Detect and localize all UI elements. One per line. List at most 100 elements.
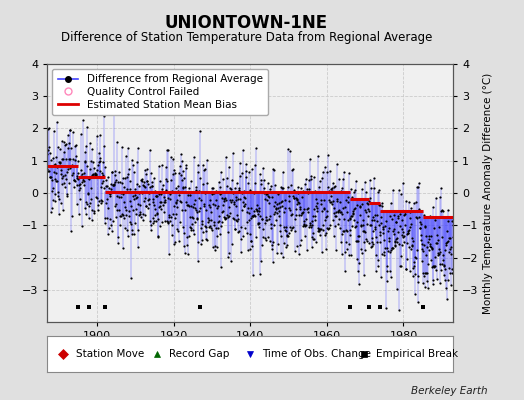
Point [81,159,90,165]
Point [176,163,184,169]
Point [142,171,150,177]
Point [414,278,423,285]
Point [46,150,54,156]
Point [409,238,417,244]
Point [395,187,403,193]
Point [165,214,173,220]
Point [423,260,432,267]
Point [430,225,439,231]
Point [224,254,232,260]
Point [329,180,337,186]
Point [54,193,62,199]
Point [355,280,363,287]
Point [224,229,232,235]
Point [251,180,259,186]
Point [162,176,170,182]
Point [161,218,169,224]
Point [143,166,151,172]
Point [425,247,433,253]
Point [92,172,100,178]
Point [183,242,191,248]
Point [68,162,77,169]
Point [232,216,240,223]
Point [300,206,309,212]
Point [343,228,351,234]
Point [137,175,146,182]
Point [56,146,64,152]
Point [422,269,431,276]
Point [71,152,80,159]
Point [428,262,436,269]
Point [427,257,435,263]
Point [298,210,307,216]
Point [215,184,224,190]
Point [446,235,454,241]
Point [255,204,264,211]
Point [177,150,185,157]
Point [371,212,379,219]
Point [279,169,287,175]
Point [80,170,88,176]
Point [337,188,345,194]
Point [120,198,128,205]
Point [98,170,106,176]
Point [321,217,329,223]
Point [116,179,125,185]
Point [69,129,78,135]
Point [297,185,305,192]
Point [420,224,429,230]
Point [118,180,126,186]
Point [95,198,103,204]
Point [425,233,433,239]
Point [178,158,186,164]
Point [235,172,244,179]
Point [364,213,372,220]
Point [149,220,157,226]
Point [132,195,140,201]
Point [260,190,268,196]
Point [303,186,311,192]
Text: Record Gap: Record Gap [169,349,230,359]
Point [196,225,205,232]
Point [376,201,384,208]
Point [418,240,426,247]
Point [63,144,72,151]
Point [67,162,75,169]
Point [446,244,455,250]
Point [419,280,427,286]
Point [72,182,81,188]
Point [112,201,121,207]
Point [229,150,237,156]
Point [392,219,401,226]
Point [315,178,324,184]
Point [119,215,128,221]
Point [384,228,392,234]
Point [331,182,340,189]
Point [72,162,80,169]
Point [129,231,138,238]
Point [83,163,91,169]
Point [361,179,369,185]
Point [163,178,171,184]
Point [213,233,222,239]
Point [315,183,324,190]
Point [162,164,170,170]
Point [142,203,150,209]
Point [380,236,388,243]
Point [108,228,116,234]
Point [45,124,53,131]
Point [304,185,313,192]
Point [248,213,256,219]
Point [368,238,376,245]
Point [438,261,446,267]
Point [447,270,456,276]
Point [96,168,104,174]
Point [140,182,148,189]
Point [206,209,215,215]
Point [51,176,59,182]
Point [212,197,220,204]
Point [327,193,335,200]
Point [132,206,140,212]
Point [225,164,234,170]
Point [241,200,249,207]
